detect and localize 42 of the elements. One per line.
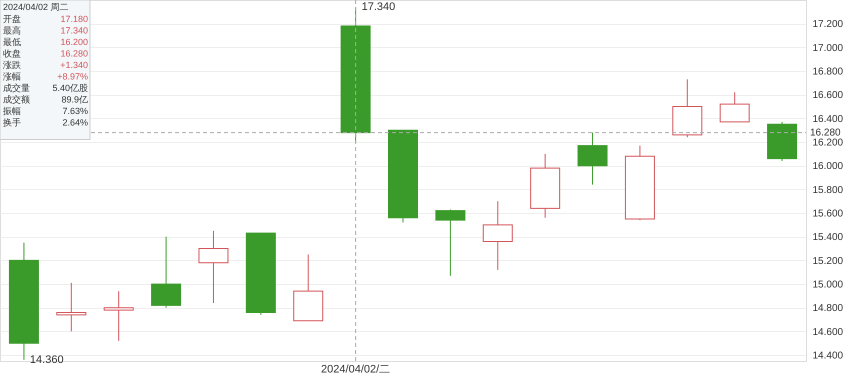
annotation: 最低 — [3, 37, 21, 47]
y-tick-label: 14.400 — [812, 350, 844, 362]
annotation: 涨跌 — [3, 60, 21, 70]
annotation: 换手 — [3, 118, 21, 128]
annotation: 17.340 — [60, 26, 88, 36]
annotation: 7.63% — [62, 106, 88, 116]
y-tick-label: 15.600 — [812, 208, 844, 220]
x-tick-label: 2024/04/02/二 — [321, 364, 390, 376]
y-tick-label: 16.600 — [812, 90, 844, 102]
annotation: 涨幅 — [3, 72, 21, 82]
annotation: 5.40亿股 — [52, 83, 88, 93]
annotation: 16.280 — [60, 48, 88, 58]
annotation: 17.340 — [362, 1, 396, 14]
annotation: 振幅 — [3, 106, 21, 116]
annotation: 成交额 — [3, 94, 30, 104]
y-tick-label: 15.200 — [812, 256, 844, 267]
y-tick-label: 14.800 — [812, 303, 844, 314]
ref-line-label: 16.280 — [810, 128, 842, 139]
annotation: 收盘 — [3, 48, 21, 58]
annotation: 2024/04/02 周二 — [3, 2, 69, 12]
y-tick-label: 15.400 — [812, 232, 844, 244]
y-tick-label: 16.000 — [812, 161, 844, 172]
annotation: +8.97% — [57, 72, 88, 82]
candlestick — [104, 290, 134, 342]
candlestick — [56, 282, 86, 332]
y-tick-label: 15.000 — [812, 280, 844, 291]
annotation: 16.200 — [60, 37, 88, 47]
y-tick-label: 16.200 — [812, 138, 844, 149]
annotation: 开盘 — [3, 14, 21, 24]
y-tick-label: 17.200 — [812, 19, 844, 30]
y-tick-label: 15.800 — [812, 184, 844, 196]
annotation: 17.180 — [60, 14, 88, 24]
y-tick-label: 16.400 — [812, 114, 844, 125]
y-tick-label: 16.800 — [812, 66, 844, 78]
annotation: 2.64% — [62, 118, 88, 128]
annotation: 89.9亿 — [61, 94, 88, 104]
annotation: +1.340 — [60, 60, 88, 70]
y-tick-label: 14.600 — [812, 326, 844, 338]
y-tick-label: 17.000 — [812, 42, 844, 54]
annotation: 最高 — [3, 26, 21, 36]
annotation: 14.360 — [30, 354, 64, 366]
annotation: 成交量 — [3, 83, 30, 93]
